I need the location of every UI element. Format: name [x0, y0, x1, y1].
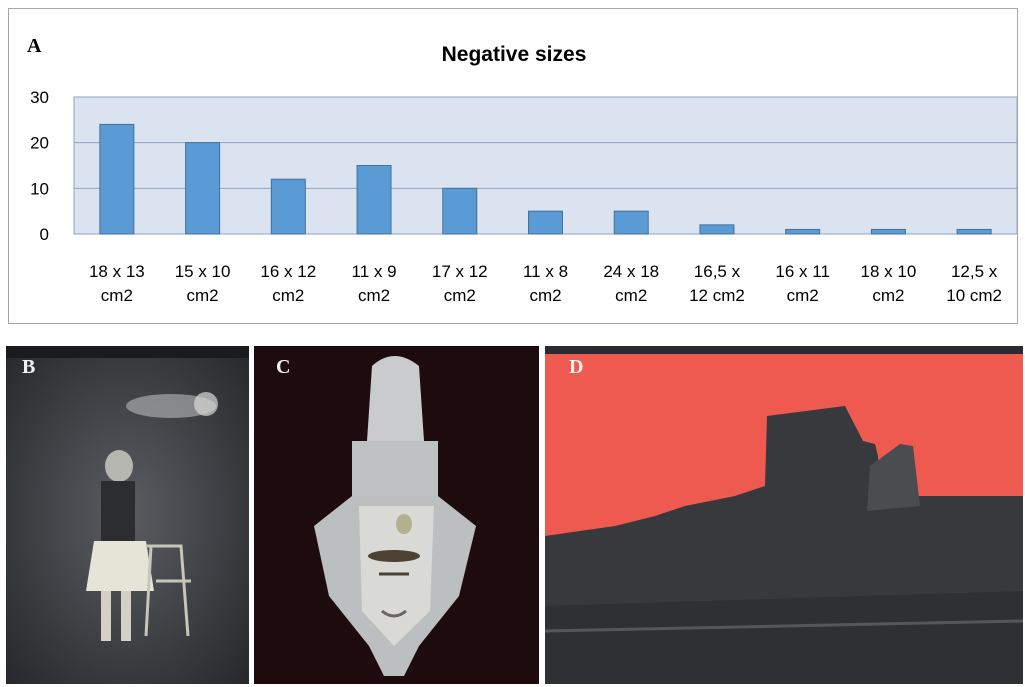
- y-tick-label: 0: [40, 225, 49, 244]
- photo-b-image: [6, 346, 249, 684]
- x-tick-label: 10 cm2: [946, 286, 1002, 305]
- x-tick-label: 16 x 11: [775, 262, 830, 281]
- x-tick-label: 24 x 18: [603, 262, 659, 281]
- x-tick-label: 11 x 8: [523, 262, 568, 281]
- bar-chart: 0 10 20 30 18 x 13 cm2 15 x 10 cm2 16 x 12 cm2 11 …: [30, 88, 1017, 305]
- x-tick-label: 15 x 10: [175, 262, 231, 281]
- x-tick-label: cm2: [787, 286, 819, 305]
- photo-b: B: [6, 346, 249, 684]
- panel-label-d: D: [569, 356, 584, 378]
- bar: [870, 228, 906, 235]
- x-tick-label: cm2: [615, 286, 647, 305]
- bar: [699, 224, 735, 235]
- chart-panel: A Negative sizes 0 10 20 30 18 x 13 cm2 15 x 1…: [8, 8, 1018, 324]
- x-tick-label: 12 cm2: [689, 286, 745, 305]
- panel-label-c: C: [276, 356, 291, 378]
- bar: [785, 228, 821, 235]
- bar: [356, 165, 392, 235]
- x-tick-label: cm2: [358, 286, 390, 305]
- x-tick-label: 12,5 x: [951, 262, 998, 281]
- x-tick-label: 16,5 x: [694, 262, 741, 281]
- y-tick-label: 20: [30, 134, 49, 153]
- x-tick-label: cm2: [272, 286, 304, 305]
- x-tick-label: 18 x 13: [89, 262, 145, 281]
- x-tick-label: 18 x 10: [861, 262, 917, 281]
- bar: [528, 210, 563, 235]
- panel-label-a: A: [27, 35, 42, 57]
- bar: [442, 187, 478, 235]
- x-tick-label: cm2: [101, 286, 133, 305]
- bar: [613, 210, 649, 235]
- x-tick-label: cm2: [872, 286, 904, 305]
- x-tick-label: 17 x 12: [432, 262, 488, 281]
- x-tick-label: cm2: [529, 286, 561, 305]
- chart-title: Negative sizes: [441, 43, 587, 66]
- x-tick-label: 16 x 12: [260, 262, 316, 281]
- x-tick-label: cm2: [444, 286, 476, 305]
- photo-d: D: [545, 346, 1023, 684]
- x-tick-label: cm2: [187, 286, 219, 305]
- photo-d-image: [545, 346, 1023, 684]
- bar: [185, 142, 221, 235]
- bar: [956, 228, 992, 235]
- bar: [99, 123, 135, 235]
- y-tick-label: 30: [30, 88, 49, 107]
- panel-label-b: B: [22, 356, 36, 378]
- photo-c: C: [254, 346, 539, 684]
- photo-c-image: [254, 346, 539, 684]
- bar: [270, 178, 306, 235]
- y-tick-label: 10: [30, 179, 49, 198]
- x-tick-label: 11 x 9: [352, 262, 397, 281]
